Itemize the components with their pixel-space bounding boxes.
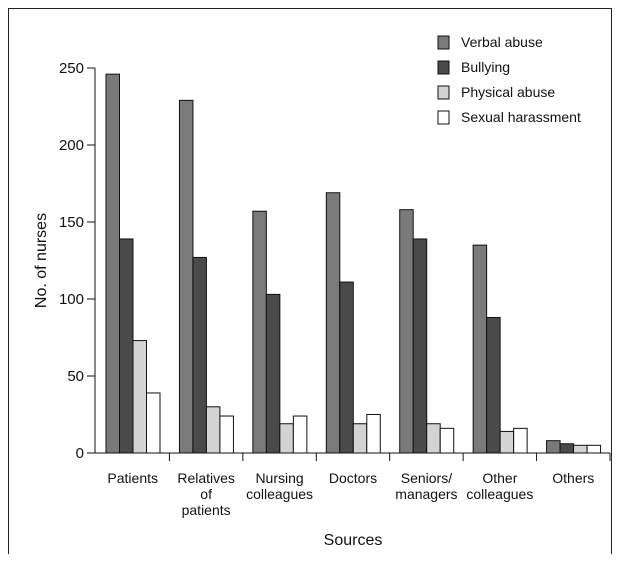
bar: [120, 239, 134, 453]
bar: [473, 245, 487, 453]
bars: [106, 74, 601, 453]
y-tick-label: 150: [59, 214, 84, 231]
bar: [413, 239, 427, 453]
category-label: Others: [552, 470, 594, 486]
y-tick-label: 100: [59, 291, 84, 308]
bar: [293, 416, 307, 453]
bar: [353, 424, 367, 453]
category-label: Patients: [107, 470, 158, 486]
bar: [147, 393, 161, 453]
y-tick-label: 250: [59, 60, 84, 77]
bar: [487, 317, 501, 453]
bar: [440, 428, 454, 453]
bar: [574, 445, 588, 453]
bar: [266, 294, 280, 453]
x-axis-label: Sources: [324, 532, 383, 549]
bar: [500, 431, 513, 453]
bar: [514, 428, 528, 453]
category-label: Seniors/managers: [395, 470, 457, 502]
bar: [206, 407, 220, 453]
bar: [133, 341, 147, 453]
bar: [253, 211, 267, 453]
legend-label: Sexual harassment: [461, 109, 581, 125]
bar: [326, 193, 340, 453]
y-tick-label: 0: [76, 445, 84, 462]
bar: [400, 210, 414, 453]
y-tick-label: 50: [67, 368, 84, 385]
bar: [587, 445, 601, 453]
x-axis: Patients Relatives of patients Nursing collea…: [95, 453, 610, 518]
category-label: Relatives of patients: [177, 470, 235, 518]
bar: [427, 424, 441, 453]
y-tick-label: 200: [59, 137, 84, 154]
bar: [220, 416, 234, 453]
y-axis: 0 50 100 150 200 250: [59, 60, 95, 462]
bar: [367, 415, 381, 454]
legend-label: Verbal abuse: [461, 34, 543, 50]
legend-label: Bullying: [461, 59, 510, 75]
y-axis-label: No. of nurses: [33, 213, 50, 308]
legend-swatch: [438, 111, 449, 124]
category-label: Other colleagues: [466, 470, 533, 502]
category-label: Nursing colleagues: [246, 470, 313, 502]
legend-swatch: [438, 36, 449, 49]
bar: [106, 74, 120, 453]
bar: [280, 424, 294, 453]
legend-swatch: [438, 61, 449, 74]
legend-label: Physical abuse: [461, 84, 555, 100]
bar: [193, 257, 207, 453]
bar: [560, 444, 574, 453]
category-label: Doctors: [329, 470, 377, 486]
bar: [340, 282, 354, 453]
bar: [179, 100, 193, 453]
legend: Verbal abuse Bullying Physical abuse Sexual…: [438, 34, 581, 125]
bar: [547, 441, 561, 453]
legend-swatch: [438, 86, 449, 99]
